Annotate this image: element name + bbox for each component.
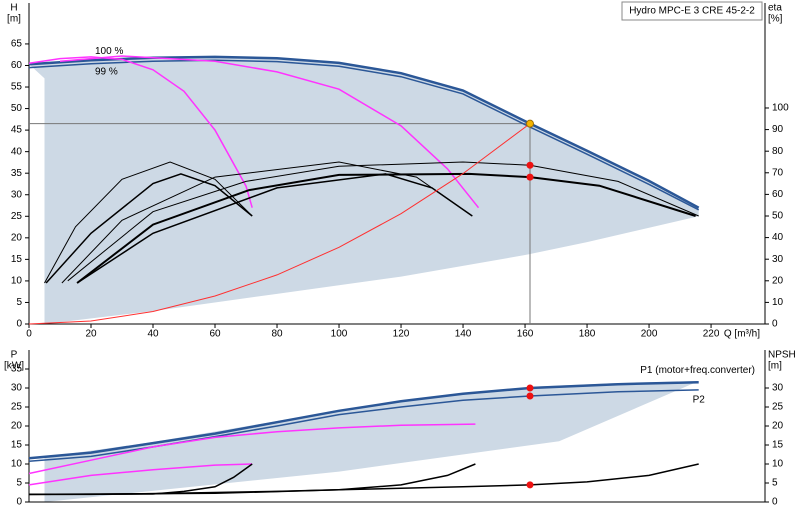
y2-tick-label: 10 (772, 297, 784, 308)
y-tick-label: 15 (11, 440, 23, 451)
x-axis-label: Q [m³/h] (724, 329, 760, 340)
curve (28, 56, 253, 208)
y-tick-label: 35 (11, 364, 23, 375)
curve (28, 463, 253, 486)
y-axis-label: P (11, 350, 18, 361)
y2-tick-label: 30 (772, 254, 784, 265)
y2-tick-label: 20 (772, 275, 784, 286)
x-tick-label: 40 (147, 329, 159, 340)
curve (28, 59, 700, 211)
curve (28, 389, 699, 463)
y2-tick-label: 20 (772, 421, 784, 432)
y2-tick-label: 10 (772, 459, 784, 470)
x-tick-label: 20 (85, 329, 97, 340)
y-axis-label: H (10, 3, 17, 14)
curve (76, 173, 473, 284)
y2-axis-unit: [m] (768, 361, 782, 372)
curve (28, 463, 476, 496)
y2-tick-label: 0 (772, 497, 778, 508)
y-tick-label: 55 (11, 82, 23, 93)
y-tick-label: 40 (11, 146, 23, 157)
y2-tick-label: 70 (772, 167, 784, 178)
y2-tick-label: 25 (772, 402, 784, 413)
duty-point (526, 119, 535, 128)
y-tick-label: 25 (11, 402, 23, 413)
y2-axis-unit: [%] (768, 14, 783, 25)
x-tick-label: 80 (271, 329, 283, 340)
y2-tick-label: 5 (772, 478, 778, 489)
duty-point (526, 481, 534, 489)
x-tick-label: 180 (579, 329, 596, 340)
x-tick-label: 60 (209, 329, 221, 340)
y2-tick-label: 80 (772, 146, 784, 157)
y-tick-label: 50 (11, 103, 23, 114)
x-tick-label: 0 (26, 329, 32, 340)
y2-tick-label: 50 (772, 211, 784, 222)
y-tick-label: 5 (16, 478, 22, 489)
curve (61, 161, 473, 284)
y2-tick-label: 60 (772, 189, 784, 200)
y-tick-label: 25 (11, 211, 23, 222)
x-tick-label: 220 (703, 329, 720, 340)
curve (45, 173, 253, 284)
y2-tick-label: 0 (772, 319, 778, 330)
operating-area (29, 56, 699, 324)
operating-area (44, 381, 699, 502)
series-label: 99 % (95, 66, 118, 77)
x-tick-label: 120 (393, 329, 410, 340)
x-tick-label: 140 (455, 329, 472, 340)
chart-title: Hydro MPC-E 3 CRE 45-2-2 (629, 6, 755, 17)
x-tick-label: 100 (331, 329, 348, 340)
x-tick-label: 200 (641, 329, 658, 340)
duty-point (526, 384, 534, 392)
y2-tick-label: 40 (772, 232, 784, 243)
y-tick-label: 45 (11, 125, 23, 136)
y-tick-label: 5 (16, 297, 22, 308)
series-label: P1 (motor+freq.converter) (640, 365, 755, 376)
x-tick-label: 160 (517, 329, 534, 340)
y-tick-label: 20 (11, 232, 23, 243)
y-tick-label: 65 (11, 39, 23, 50)
duty-point (526, 392, 534, 400)
duty-point (526, 173, 534, 181)
series-label: 100 % (95, 46, 123, 57)
series-label: P2 (693, 395, 706, 406)
y2-tick-label: 30 (772, 383, 784, 394)
y2-tick-label: 90 (772, 124, 784, 135)
curve (59, 55, 480, 209)
y2-tick-label: 100 (772, 103, 789, 114)
y-axis-unit: [m] (7, 14, 21, 25)
duty-point (526, 161, 534, 169)
y-tick-label: 15 (11, 254, 23, 265)
y-tick-label: 0 (16, 319, 22, 330)
y-tick-label: 35 (11, 168, 23, 179)
y-tick-label: 60 (11, 60, 23, 71)
y-tick-label: 30 (11, 383, 23, 394)
y-tick-label: 10 (11, 459, 23, 470)
y-tick-label: 0 (16, 497, 22, 508)
curve (28, 123, 531, 325)
curve (67, 161, 699, 282)
curve (28, 381, 699, 460)
y-tick-label: 10 (11, 276, 23, 287)
curve (28, 423, 476, 475)
y2-axis-label: NPSH (768, 350, 796, 361)
y-tick-label: 30 (11, 189, 23, 200)
curve (44, 161, 253, 284)
title-box (621, 1, 763, 21)
y2-axis-label: eta (768, 3, 782, 14)
y-axis-unit: [kW] (4, 361, 24, 372)
y-tick-label: 20 (11, 421, 23, 432)
curve (28, 55, 700, 209)
y2-tick-label: 15 (772, 440, 784, 451)
